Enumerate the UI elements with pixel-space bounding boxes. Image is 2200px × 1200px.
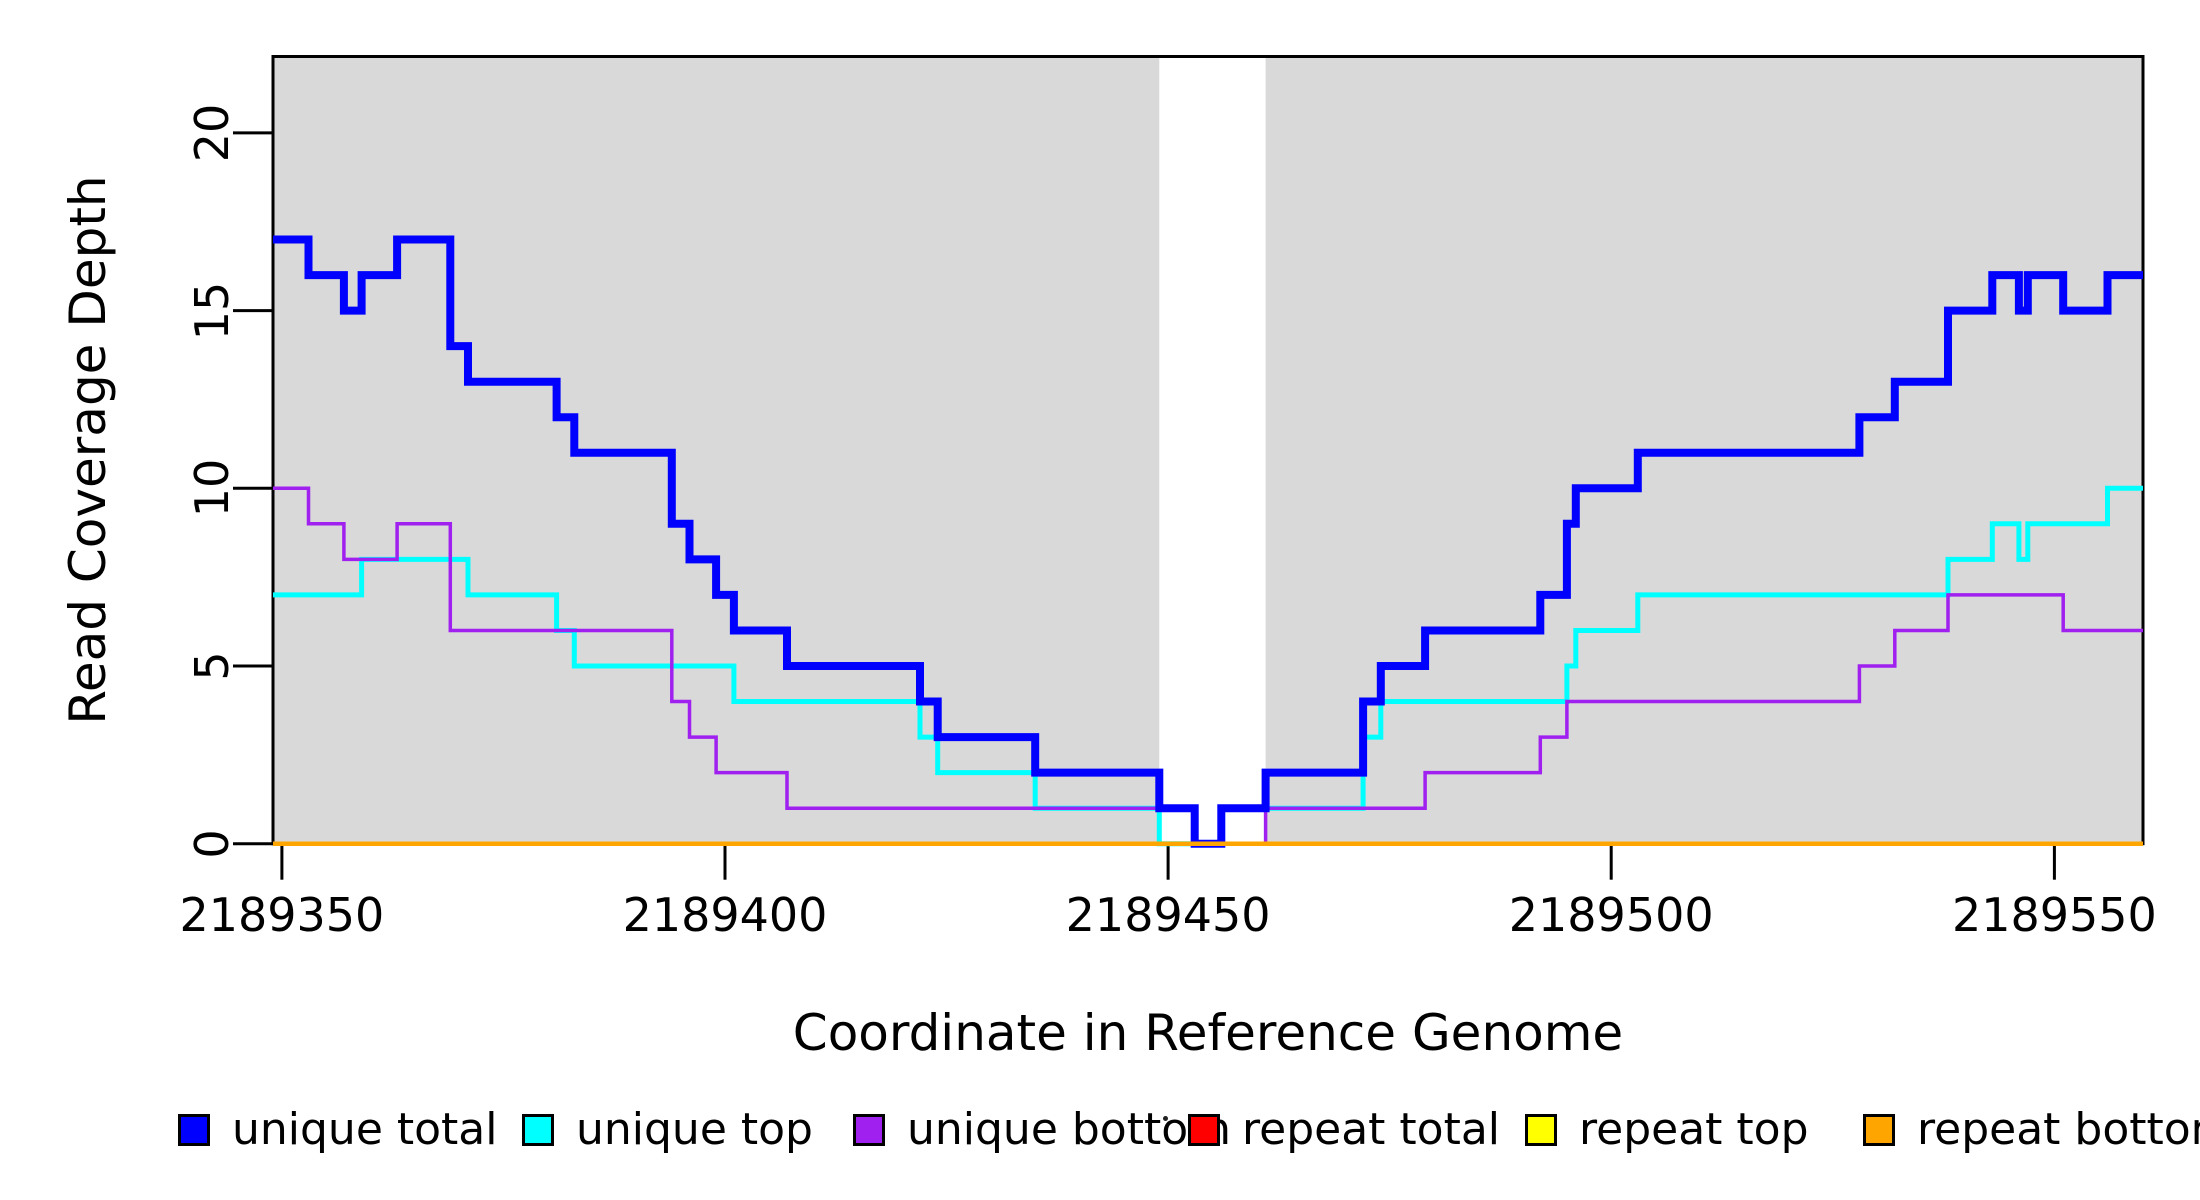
unique-total-swatch-icon <box>178 1114 210 1146</box>
repeat-top-swatch-icon <box>1525 1114 1557 1146</box>
legend-label: repeat top <box>1579 1104 1809 1155</box>
legend-item-unique-total: unique total <box>178 1108 497 1152</box>
unique-top-swatch-icon <box>522 1114 554 1146</box>
legend-item-repeat-top: repeat top <box>1525 1108 1809 1152</box>
legend-label: repeat total <box>1242 1104 1501 1155</box>
repeat-total-swatch-icon <box>1188 1114 1220 1146</box>
legend-item-repeat-bottom: repeat bottom <box>1863 1108 2200 1152</box>
legend-label: unique total <box>232 1104 498 1155</box>
series-unique-total-line <box>273 235 2143 848</box>
x-tick-label: 2189500 <box>1508 888 1714 942</box>
stray-mark-artifact <box>1163 1116 1168 1121</box>
unique-bottom-swatch-icon <box>853 1114 885 1146</box>
repeat-bottom-swatch-icon <box>1863 1114 1895 1146</box>
legend-label: unique bottom <box>907 1104 1232 1155</box>
y-tick-label: 15 <box>185 281 239 340</box>
shaded-region-shaded-left <box>273 56 1160 844</box>
y-tick-label: 0 <box>185 829 239 859</box>
legend-item-repeat-total: repeat total <box>1188 1108 1500 1152</box>
x-tick-label: 2189450 <box>1065 888 1271 942</box>
y-tick-label: 10 <box>185 459 239 518</box>
legend-label: repeat bottom <box>1917 1104 2200 1155</box>
y-tick-label: 20 <box>185 103 239 163</box>
x-tick-label: 2189350 <box>179 888 385 942</box>
x-axis-title: Coordinate in Reference Genome <box>792 1004 1624 1062</box>
x-tick-label: 2189550 <box>1951 888 2157 942</box>
y-axis-title: Read Coverage Depth <box>59 175 117 725</box>
legend-item-unique-bottom: unique bottom <box>853 1108 1231 1152</box>
legend-item-unique-top: unique top <box>522 1108 813 1152</box>
y-tick-label: 5 <box>185 651 239 681</box>
legend-label: unique top <box>576 1104 813 1155</box>
x-tick-label: 2189400 <box>622 888 828 942</box>
